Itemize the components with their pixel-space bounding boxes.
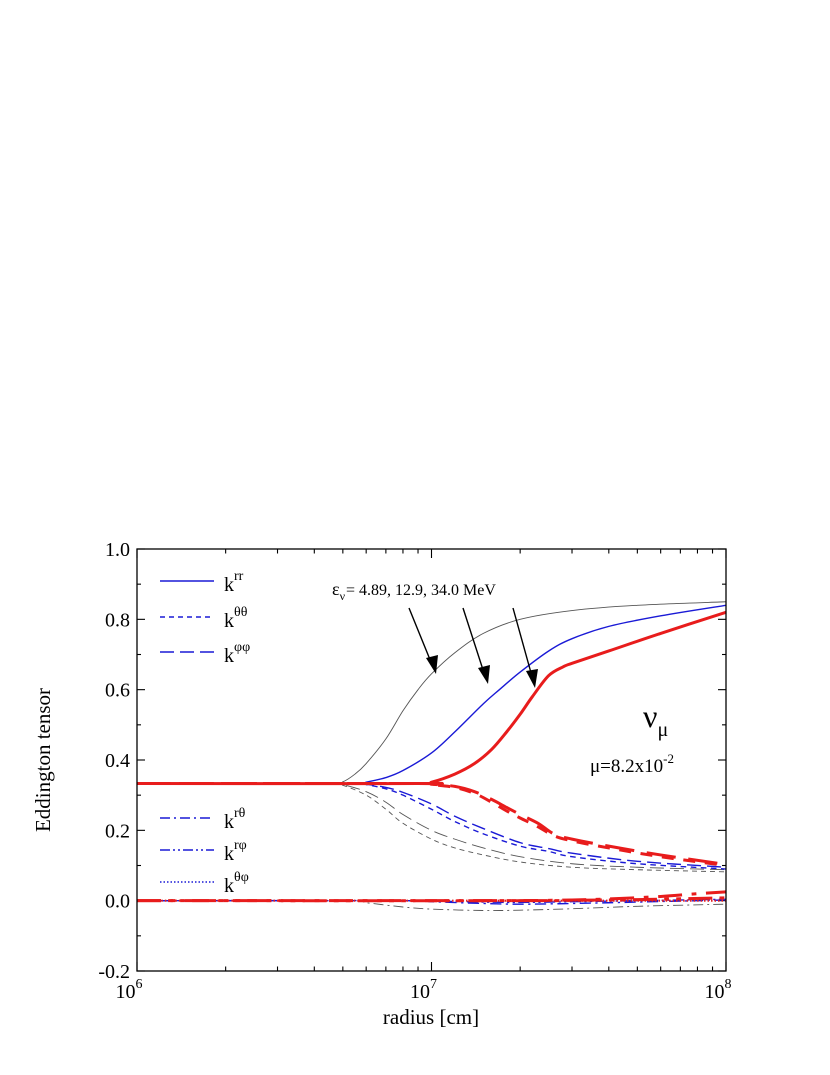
legend-label-sup: rφ <box>234 838 247 853</box>
x-tick-label: 106 <box>116 977 143 1003</box>
series-line-krr-4.89 <box>137 601 726 785</box>
legend-top: krr kθθ kφφ <box>160 569 250 667</box>
y-tick-label: 0.4 <box>105 750 130 772</box>
arrow-e2 <box>462 607 490 684</box>
x-tick-label: 108 <box>705 977 732 1003</box>
svg-text:kθφ: kθφ <box>224 870 249 897</box>
x-axis-label: radius [cm] <box>383 1005 479 1029</box>
y-tick-label: 1.0 <box>105 539 130 561</box>
x-tick-labels: 106 107 108 <box>116 977 732 1003</box>
legend-item-ktt: kθθ <box>160 605 248 632</box>
energy-label: εν= 4.89, 12.9, 34.0 MeV <box>332 579 496 603</box>
series-line-kφφ-12.9 <box>137 782 726 868</box>
legend-item-krr: krr <box>160 569 244 596</box>
legend-label-sup: rθ <box>234 806 246 821</box>
y-axis-label: Eddington tensor <box>31 688 55 832</box>
mu-label: μ=8.2x10-2 <box>590 751 674 777</box>
series-line-kφφ-34.0 <box>137 782 726 866</box>
svg-text:krθ: krθ <box>224 806 246 833</box>
y-tick-label: 0.8 <box>105 609 130 631</box>
series-layer <box>137 601 726 912</box>
legend-label-sup: φφ <box>234 640 250 655</box>
svg-text:kφφ: kφφ <box>224 640 250 667</box>
series-line-krθ-12.9 <box>137 899 726 905</box>
x-tick-label: 107 <box>410 977 437 1003</box>
legend-bottom: krθ krφ kθφ <box>160 806 249 897</box>
y-tick-label: -0.2 <box>98 961 130 983</box>
legend-label-sup: θφ <box>234 870 249 885</box>
legend-label-sup: rr <box>234 569 244 584</box>
y-tick-label: 0.0 <box>105 891 130 913</box>
legend-label-base: k <box>224 811 234 833</box>
legend-label-base: k <box>224 610 234 632</box>
y-tick-label: 0.2 <box>105 820 130 842</box>
svg-text:kθθ: kθθ <box>224 605 248 632</box>
y-tick-labels: -0.2 0.0 0.2 0.4 0.6 0.8 1.0 <box>98 539 130 983</box>
species-label: νμ <box>643 698 668 741</box>
series-line-krφ-34.0 <box>137 896 726 903</box>
y-tick-label: 0.6 <box>105 680 130 702</box>
legend-label-sup: θθ <box>234 605 248 620</box>
legend-label-base: k <box>224 574 234 596</box>
arrow-e3 <box>512 607 538 688</box>
series-line-kθθ-12.9 <box>137 782 726 870</box>
svg-text:krφ: krφ <box>224 838 247 865</box>
legend-label-base: k <box>224 843 234 865</box>
legend-item-kpp: kφφ <box>160 640 250 667</box>
energy-annotation: εν= 4.89, 12.9, 34.0 MeV <box>332 579 538 688</box>
legend-item-krt: krθ <box>160 806 246 833</box>
svg-text:krr: krr <box>224 569 244 596</box>
plot-frame <box>136 548 727 972</box>
legend-label-base: k <box>224 645 234 667</box>
legend-label-base: k <box>224 875 234 897</box>
legend-item-ktp: kθφ <box>160 870 249 897</box>
arrow-e1 <box>408 607 438 674</box>
legend-item-krp: krφ <box>160 838 247 865</box>
